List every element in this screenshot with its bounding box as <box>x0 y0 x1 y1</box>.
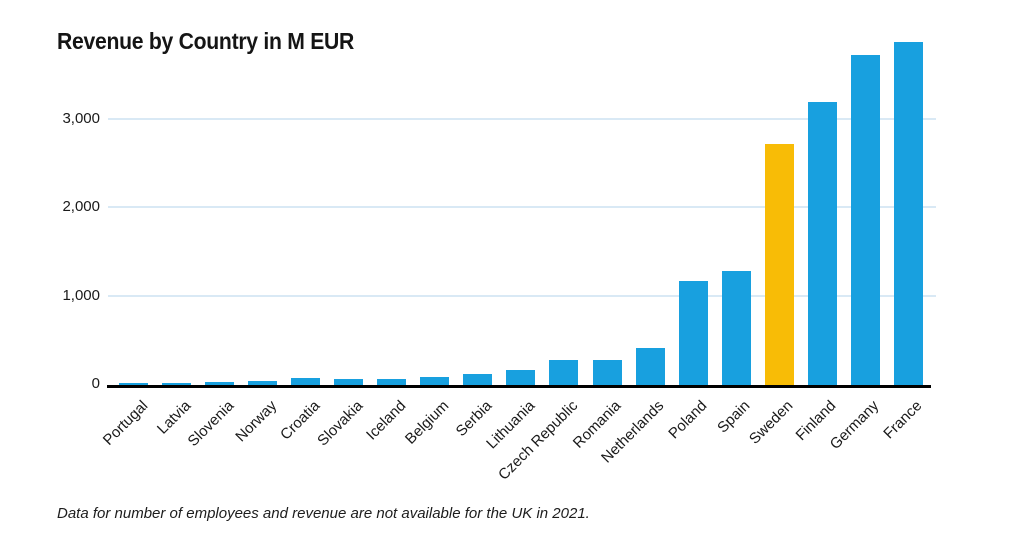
bar-slovenia[interactable] <box>205 382 235 385</box>
bar-slot-finland <box>801 40 844 388</box>
bar-slot-spain <box>715 40 758 388</box>
bar-finland[interactable] <box>807 102 837 385</box>
y-tick-label-0: 0 <box>91 375 100 392</box>
bar-portugal[interactable] <box>119 382 149 385</box>
bar-czech-republic[interactable] <box>549 359 579 385</box>
gridline-3000 <box>108 118 936 120</box>
chart-title: Revenue by Country in M EUR <box>57 28 355 54</box>
plot-area <box>107 40 936 388</box>
x-axis-line <box>107 385 931 388</box>
bar-slot-norway <box>241 40 284 388</box>
bar-slot-czech-republic <box>542 40 585 388</box>
bar-slot-poland <box>672 40 715 388</box>
bar-slot-netherlands <box>629 40 672 388</box>
bar-slot-germany <box>844 40 887 388</box>
bar-slot-slovenia <box>198 40 241 388</box>
bar-netherlands[interactable] <box>635 347 665 385</box>
bar-slot-sweden <box>758 40 801 388</box>
bar-romania[interactable] <box>592 359 622 385</box>
bar-slot-latvia <box>155 40 198 388</box>
bars-container <box>112 40 930 388</box>
bar-slot-serbia <box>456 40 499 388</box>
bar-slot-slovakia <box>327 40 370 388</box>
y-tick-label-1000: 1,000 <box>62 286 100 304</box>
bar-france[interactable] <box>893 42 923 385</box>
bar-spain[interactable] <box>721 271 751 385</box>
bar-norway[interactable] <box>248 381 278 385</box>
bar-slot-portugal <box>112 40 155 388</box>
bar-slot-france <box>887 40 930 388</box>
bar-slot-belgium <box>413 40 456 388</box>
bar-slot-romania <box>586 40 629 388</box>
gridline-1000 <box>108 294 936 297</box>
bar-slot-lithuania <box>499 40 542 388</box>
gridline-2000 <box>108 206 936 209</box>
bar-latvia[interactable] <box>162 382 192 385</box>
bar-slot-croatia <box>284 40 327 388</box>
bar-germany[interactable] <box>850 54 880 385</box>
bar-lithuania[interactable] <box>506 370 536 385</box>
y-tick-label-3000: 3,000 <box>62 110 100 127</box>
bar-croatia[interactable] <box>291 377 321 385</box>
bar-poland[interactable] <box>678 280 708 385</box>
bar-slot-iceland <box>370 40 413 388</box>
bar-slovakia[interactable] <box>334 378 364 385</box>
bar-sweden[interactable] <box>764 143 794 385</box>
y-tick-label-2000: 2,000 <box>62 198 100 216</box>
bar-belgium[interactable] <box>420 377 450 385</box>
bar-iceland[interactable] <box>377 378 407 385</box>
bar-serbia[interactable] <box>463 374 493 385</box>
chart-footnote: Data for number of employees and revenue… <box>57 505 590 522</box>
